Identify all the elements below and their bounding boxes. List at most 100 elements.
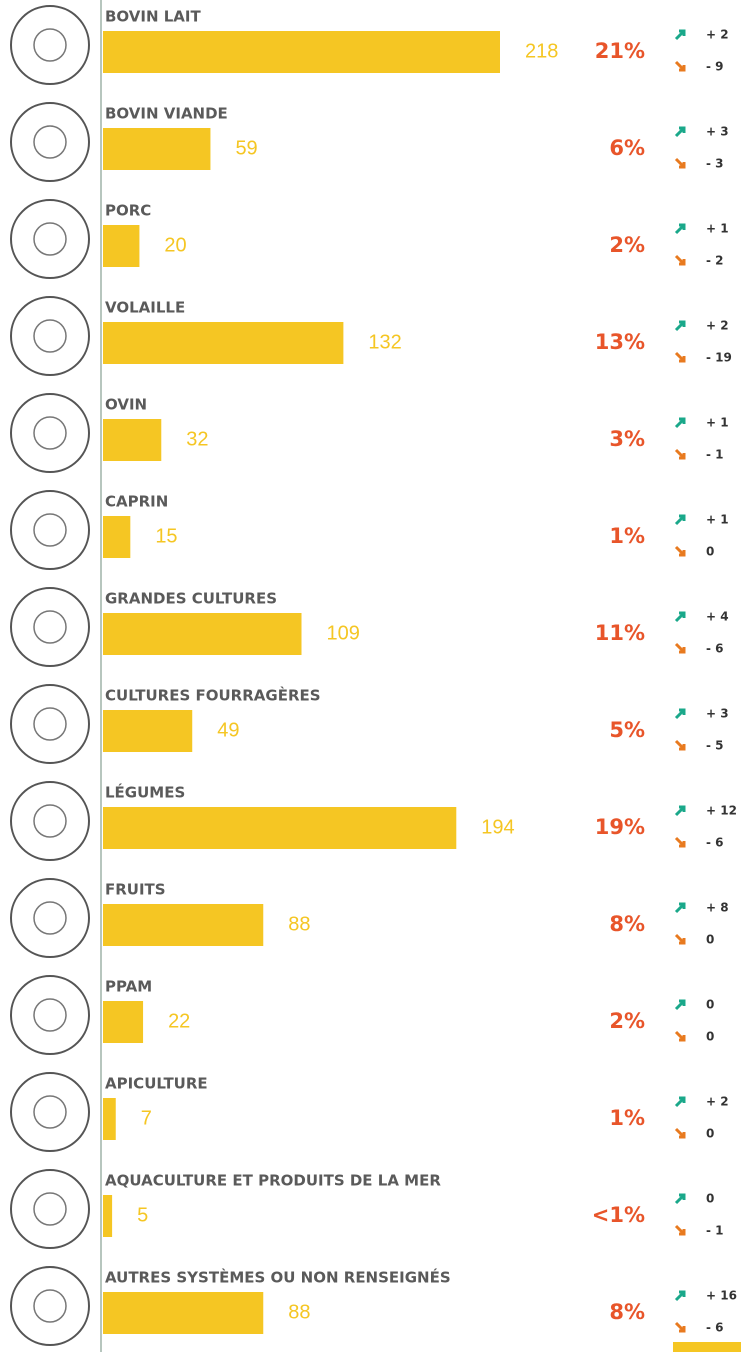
up-arrow — [674, 611, 686, 623]
down-arrow — [674, 642, 686, 654]
up-arrow — [674, 805, 686, 817]
icon — [10, 393, 90, 473]
down-change: 0 — [706, 933, 714, 947]
icon — [33, 513, 67, 547]
icon — [33, 1192, 67, 1226]
category-label: APICULTURE — [105, 1075, 208, 1093]
value-label: 22 — [168, 1010, 190, 1032]
share-label: 21% — [595, 39, 645, 63]
up-arrow — [674, 902, 686, 914]
down-change: - 9 — [706, 60, 724, 74]
share-label: 5% — [609, 718, 645, 742]
up-arrow — [674, 1193, 686, 1205]
share-label: 13% — [595, 330, 645, 354]
down-change: 0 — [706, 545, 714, 559]
icon — [33, 610, 67, 644]
up-change: + 8 — [706, 901, 729, 915]
share-label: 6% — [609, 136, 645, 160]
value-label: 59 — [235, 137, 257, 159]
bar — [103, 1195, 113, 1237]
down-change: - 6 — [706, 642, 724, 656]
decoration — [673, 1342, 741, 1352]
value-label: 88 — [288, 1301, 310, 1323]
share-label: 3% — [609, 427, 645, 451]
icon — [33, 28, 67, 62]
bar — [103, 710, 193, 752]
up-change: + 3 — [706, 707, 729, 721]
category-label: BOVIN VIANDE — [105, 105, 228, 123]
down-change: - 5 — [706, 739, 724, 753]
bar — [103, 419, 162, 461]
up-change: + 3 — [706, 125, 729, 139]
value-label: 7 — [141, 1107, 152, 1129]
category-label: CAPRIN — [105, 493, 168, 511]
up-arrow — [674, 223, 686, 235]
up-change: + 12 — [706, 804, 737, 818]
icon — [10, 878, 90, 958]
bar — [103, 516, 131, 558]
up-change: + 4 — [706, 610, 729, 624]
up-arrow — [674, 29, 686, 41]
icon — [33, 319, 67, 353]
down-change: - 1 — [706, 1224, 724, 1238]
icon — [10, 296, 90, 376]
icon — [33, 1289, 67, 1323]
bar — [103, 31, 500, 73]
up-arrow — [674, 1290, 686, 1302]
down-arrow — [674, 1030, 686, 1042]
down-change: - 6 — [706, 1321, 724, 1335]
value-label: 20 — [164, 234, 186, 256]
down-arrow — [674, 254, 686, 266]
share-label: <1% — [592, 1203, 645, 1227]
up-arrow — [674, 514, 686, 526]
down-arrow — [674, 836, 686, 848]
value-label: 5 — [137, 1204, 148, 1226]
down-change: 0 — [706, 1127, 714, 1141]
value-label: 132 — [368, 331, 401, 353]
up-change: + 1 — [706, 513, 729, 527]
value-label: 15 — [155, 525, 177, 547]
icon — [33, 1095, 67, 1129]
icon — [10, 5, 90, 85]
down-change: - 3 — [706, 157, 724, 171]
down-arrow — [674, 1224, 686, 1236]
up-change: + 1 — [706, 222, 729, 236]
icon — [10, 102, 90, 182]
category-label: AUTRES SYSTÈMES OU NON RENSEIGNÉS — [105, 1268, 451, 1287]
down-arrow — [674, 60, 686, 72]
down-arrow — [674, 351, 686, 363]
share-label: 11% — [595, 621, 645, 645]
icon — [10, 587, 90, 667]
share-label: 1% — [609, 1106, 645, 1130]
up-change: + 2 — [706, 28, 729, 42]
icon — [10, 1072, 90, 1152]
down-change: - 6 — [706, 836, 724, 850]
up-arrow — [674, 708, 686, 720]
value-label: 88 — [288, 913, 310, 935]
category-label: VOLAILLE — [105, 299, 185, 317]
icon — [33, 804, 67, 838]
value-label: 218 — [525, 40, 558, 62]
icon — [33, 998, 67, 1032]
category-label: PORC — [105, 202, 151, 220]
icon — [10, 199, 90, 279]
value-label: 32 — [186, 428, 208, 450]
category-label: BOVIN LAIT — [105, 8, 201, 26]
down-arrow — [674, 157, 686, 169]
down-change: - 1 — [706, 448, 724, 462]
down-arrow — [674, 933, 686, 945]
icon — [10, 781, 90, 861]
value-label: 194 — [481, 816, 514, 838]
down-change: - 19 — [706, 351, 732, 365]
icon — [33, 707, 67, 741]
bar — [103, 1098, 116, 1140]
category-label: AQUACULTURE ET PRODUITS DE LA MER — [105, 1172, 441, 1190]
up-change: + 2 — [706, 1095, 729, 1109]
bar — [103, 904, 264, 946]
up-change: + 1 — [706, 416, 729, 430]
share-label: 2% — [609, 233, 645, 257]
up-change: + 2 — [706, 319, 729, 333]
category-label: LÉGUMES — [105, 783, 185, 802]
category-label: CULTURES FOURRAGÈRES — [105, 686, 321, 705]
